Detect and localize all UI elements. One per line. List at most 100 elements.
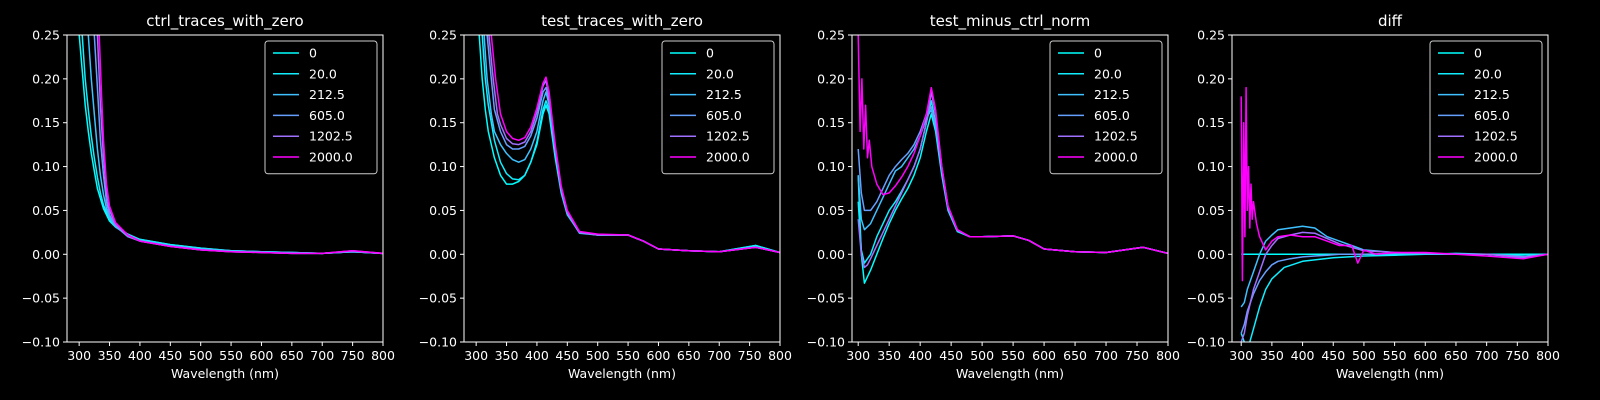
x-tick-label: 500 <box>586 348 610 363</box>
series-group <box>857 35 1168 284</box>
axes-frame <box>1231 34 1549 343</box>
legend-entry: 212.5 <box>1474 87 1510 102</box>
x-tick-label: 700 <box>1094 348 1118 363</box>
x-tick-label: 750 <box>1125 348 1149 363</box>
y-tick-label: −0.05 <box>419 291 457 306</box>
x-tick-label: 400 <box>525 348 549 363</box>
x-tick-label: 500 <box>970 348 994 363</box>
chart-panel: test_traces_with_zero 300 350 400 450 500 550 6… <box>419 12 792 381</box>
y-tick-label: 0.05 <box>1197 203 1225 218</box>
legend-entry: 2000.0 <box>1474 150 1518 165</box>
y-tick-label: 0.15 <box>817 115 845 130</box>
legend-entry: 0 <box>706 46 714 61</box>
y-tick-label: 0.25 <box>1197 28 1225 43</box>
x-tick-label: 550 <box>616 348 640 363</box>
x-tick-label: 450 <box>555 348 579 363</box>
x-tick-label: 750 <box>341 348 365 363</box>
series-line <box>857 35 1168 255</box>
legend-entry: 2000.0 <box>1094 150 1138 165</box>
x-tick-label: 650 <box>677 348 701 363</box>
y-tick-label: 0.25 <box>429 28 457 43</box>
x-tick-label: 800 <box>1156 348 1180 363</box>
x-tick-label: 350 <box>877 348 901 363</box>
x-tick-label: 400 <box>908 348 932 363</box>
x-tick-label: 500 <box>1352 348 1376 363</box>
legend-entry: 0 <box>1094 46 1102 61</box>
chart-title: ctrl_traces_with_zero <box>146 12 303 31</box>
legend: 0 20.0 212.5 605.0 1202.5 2000.0 <box>1049 40 1163 175</box>
x-tick-label: 600 <box>1032 348 1056 363</box>
y-tick-label: 0.20 <box>32 71 60 86</box>
y-tick-label: −0.10 <box>807 335 845 350</box>
y-tick-label: −0.05 <box>807 291 845 306</box>
y-tick-label: 0.00 <box>817 247 845 262</box>
y-tick-label: 0.20 <box>817 71 845 86</box>
x-tick-label: 700 <box>1475 348 1499 363</box>
y-tick-label: 0.05 <box>429 203 457 218</box>
x-tick-label: 400 <box>1291 348 1315 363</box>
x-tick-label: 650 <box>1444 348 1468 363</box>
x-tick-label: 800 <box>768 348 792 363</box>
x-tick-label: 650 <box>280 348 304 363</box>
x-tick-label: 750 <box>1505 348 1529 363</box>
axes-frame <box>66 34 384 343</box>
legend-entry: 605.0 <box>309 108 345 123</box>
y-tick-label: 0.00 <box>32 247 60 262</box>
x-tick-label: 450 <box>1321 348 1345 363</box>
y-tick-label: −0.10 <box>419 335 457 350</box>
legend-entry: 605.0 <box>706 108 742 123</box>
x-tick-label: 600 <box>647 348 671 363</box>
legend-entry: 1202.5 <box>309 129 353 144</box>
series-group <box>478 35 780 254</box>
legend-entry: 212.5 <box>1094 87 1130 102</box>
legend-entry: 20.0 <box>1094 66 1122 81</box>
series-group <box>78 35 383 255</box>
chart-panel: test_minus_ctrl_norm 300 350 400 450 500 550 60… <box>807 12 1180 381</box>
x-tick-label: 550 <box>219 348 243 363</box>
x-tick-label: 500 <box>189 348 213 363</box>
x-tick-label: 700 <box>707 348 731 363</box>
series-line <box>1240 252 1548 334</box>
x-tick-label: 550 <box>1001 348 1025 363</box>
x-tick-label: 350 <box>1260 348 1284 363</box>
x-tick-label: 300 <box>846 348 870 363</box>
y-tick-label: 0.00 <box>1197 247 1225 262</box>
y-tick-label: 0.05 <box>32 203 60 218</box>
y-tick-label: 0.25 <box>32 28 60 43</box>
chart-panel: ctrl_traces_with_zero 300 350 400 450 500 550 6… <box>22 12 395 381</box>
series-group <box>1240 86 1548 342</box>
x-tick-label: 700 <box>310 348 334 363</box>
y-tick-label: 0.10 <box>429 159 457 174</box>
y-tick-label: 0.15 <box>1197 115 1225 130</box>
y-tick-label: −0.10 <box>22 335 60 350</box>
x-tick-label: 400 <box>128 348 152 363</box>
legend-entry: 212.5 <box>706 87 742 102</box>
y-tick-label: −0.10 <box>1187 335 1225 350</box>
chart-panel: diff 300 350 400 450 500 550 600 650 700 750 800 −0.… <box>1187 12 1560 381</box>
legend-entry: 20.0 <box>309 66 337 81</box>
y-tick-label: 0.20 <box>429 71 457 86</box>
legend-entry: 2000.0 <box>706 150 750 165</box>
x-tick-label: 300 <box>1229 348 1253 363</box>
x-tick-label: 650 <box>1063 348 1087 363</box>
y-tick-label: 0.10 <box>32 159 60 174</box>
series-line <box>1240 86 1548 282</box>
axes-frame <box>851 34 1169 343</box>
legend-entry: 1202.5 <box>1094 129 1138 144</box>
x-tick-label: 450 <box>158 348 182 363</box>
legend-entry: 605.0 <box>1094 108 1130 123</box>
y-tick-label: 0.05 <box>817 203 845 218</box>
chart-title: test_traces_with_zero <box>541 12 703 31</box>
chart-title: test_minus_ctrl_norm <box>930 12 1091 31</box>
legend-entry: 0 <box>1474 46 1482 61</box>
legend-entry: 20.0 <box>1474 66 1502 81</box>
x-tick-label: 350 <box>495 348 519 363</box>
y-tick-label: 0.10 <box>817 159 845 174</box>
legend-entry: 605.0 <box>1474 108 1510 123</box>
x-axis-label: Wavelength (nm) <box>1336 366 1444 381</box>
axes-frame <box>463 34 781 343</box>
series-line <box>1240 231 1548 342</box>
series-line <box>1240 252 1548 342</box>
legend-entry: 1202.5 <box>706 129 750 144</box>
